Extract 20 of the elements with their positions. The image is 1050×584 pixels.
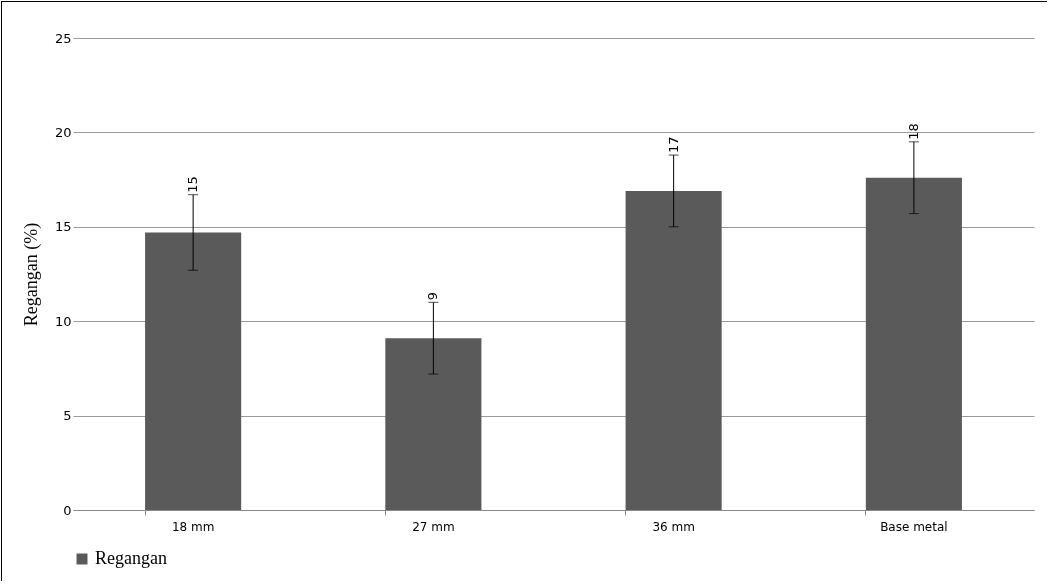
y-tick-label: 20 [54, 124, 72, 140]
x-tick-label: Base metal [880, 519, 948, 534]
y-tick-label: 25 [54, 30, 72, 46]
data-label: 15 [185, 176, 201, 193]
bar [865, 177, 962, 510]
y-tick-label: 0 [63, 502, 72, 518]
y-axis-title: Regangan (%) [20, 222, 42, 327]
bar [385, 338, 482, 510]
data-label: 18 [905, 123, 921, 140]
bar [145, 232, 242, 510]
x-tick-label: 27 mm [412, 519, 455, 534]
data-label: 17 [665, 136, 681, 154]
data-label: 9 [425, 292, 441, 301]
bar [625, 190, 722, 510]
y-tick-label: 10 [54, 313, 72, 329]
legend-label: Regangan [95, 548, 167, 568]
x-tick-label: 36 mm [652, 519, 695, 534]
y-tick-label: 5 [63, 408, 72, 424]
y-tick-label: 15 [54, 219, 72, 235]
x-tick-label: 18 mm [171, 519, 215, 534]
